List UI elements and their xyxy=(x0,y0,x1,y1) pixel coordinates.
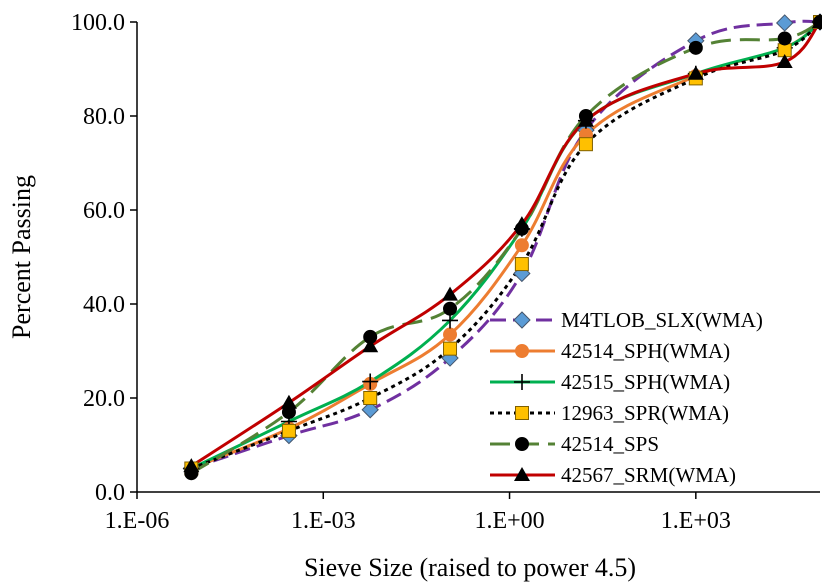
data-point xyxy=(362,338,379,353)
data-point xyxy=(513,216,530,231)
y-tick-label: 80.0 xyxy=(83,104,125,130)
data-point xyxy=(777,31,792,46)
data-point xyxy=(776,53,793,68)
legend-marker xyxy=(513,311,531,329)
data-point xyxy=(443,327,458,342)
data-point xyxy=(361,401,379,419)
legend-label: 42515_SPH(WMA) xyxy=(561,370,730,394)
x-tick-label: 1.E-06 xyxy=(105,508,170,534)
data-point xyxy=(442,286,459,301)
y-tick-label: 20.0 xyxy=(83,386,125,412)
data-point xyxy=(183,458,200,473)
data-point xyxy=(363,391,378,405)
data-point xyxy=(443,341,458,356)
data-point xyxy=(775,14,794,32)
series-markers xyxy=(182,13,822,481)
data-point xyxy=(514,257,529,272)
legend-marker xyxy=(514,374,530,390)
series-line xyxy=(190,21,822,468)
series-line xyxy=(190,20,822,470)
data-point xyxy=(687,65,704,80)
data-point xyxy=(577,112,594,127)
y-tick-label: 0.0 xyxy=(95,480,125,506)
y-tick-label: 100.0 xyxy=(71,10,125,36)
x-tick-label: 1.E+00 xyxy=(474,508,544,534)
y-tick-label: 60.0 xyxy=(83,198,125,224)
x-tick-label: 1.E-03 xyxy=(291,508,356,534)
x-tick-label: 1.E+03 xyxy=(661,508,731,534)
data-point xyxy=(362,373,379,390)
data-point xyxy=(578,137,593,152)
legend-label: M4TLOB_SLX(WMA) xyxy=(561,308,763,332)
legend-marker xyxy=(515,437,529,451)
x-axis-title: Sieve Size (raised to power 4.5) xyxy=(304,553,636,582)
ticks: 0.0 20.0 40.0 60.0 80.0 100.0 1.E-06 1.E-03 1.E+… xyxy=(71,10,731,534)
legend-label: 42567_SRM(WMA) xyxy=(561,463,736,487)
data-point xyxy=(281,423,296,438)
y-axis-title: Percent Passing xyxy=(7,175,36,339)
legend-label: 12963_SPR(WMA) xyxy=(561,401,729,425)
legend-marker xyxy=(515,344,529,358)
data-point xyxy=(514,238,529,253)
legend-marker xyxy=(514,467,530,481)
data-point xyxy=(812,14,822,28)
data-point xyxy=(688,40,703,55)
y-tick-label: 40.0 xyxy=(83,292,125,318)
data-point xyxy=(443,301,458,316)
axes xyxy=(136,22,820,493)
legend-marker xyxy=(515,406,529,420)
legend-label: 42514_SPH(WMA) xyxy=(561,339,730,363)
legend: M4TLOB_SLX(WMA) 42514_SPH(WMA) 42515_SPH(W… xyxy=(490,308,763,487)
data-point xyxy=(280,394,297,409)
legend-label: 42514_SPS xyxy=(561,432,659,456)
